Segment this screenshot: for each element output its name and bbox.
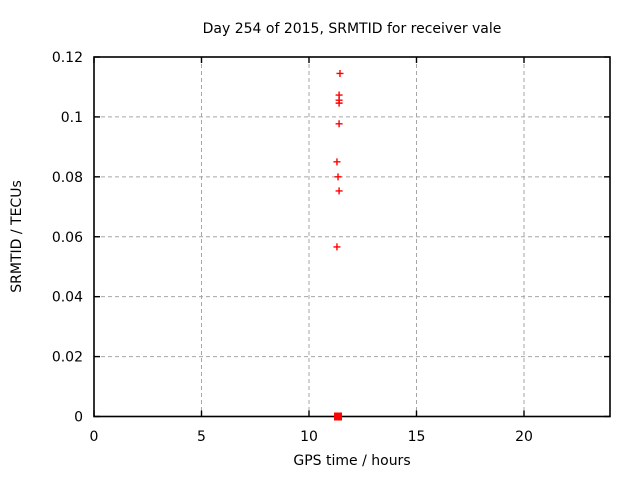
y-tick-label: 0.1 [61, 110, 83, 126]
x-tick-label: 15 [408, 429, 426, 445]
y-tick-label: 0.04 [52, 290, 83, 306]
data-point-plus [336, 69, 344, 77]
data-point-plus [335, 120, 343, 128]
data-point-plus [335, 187, 343, 195]
data-point-plus [333, 243, 341, 251]
x-tick-label: 20 [515, 429, 533, 445]
x-tick-label: 5 [197, 429, 206, 445]
grid-layer [94, 57, 610, 417]
x-tick-label: 0 [90, 429, 99, 445]
chart-title: Day 254 of 2015, SRMTID for receiver val… [203, 21, 502, 37]
tick-label-layer: 0 5 10 15 20 0 0.02 0.04 0.06 0.08 0.1 0.12 [52, 50, 533, 445]
data-point-plus [333, 158, 341, 166]
y-axis-label: SRMTID / TECUs [9, 180, 25, 293]
data-point-plus [334, 173, 342, 181]
x-axis-label: GPS time / hours [293, 453, 410, 469]
data-point-layer [333, 69, 344, 421]
x-tick-label: 10 [300, 429, 318, 445]
data-point-plus [335, 99, 343, 107]
tick-layer [93, 56, 610, 418]
y-tick-label: 0.12 [52, 50, 83, 66]
y-tick-label: 0.06 [52, 230, 83, 246]
y-tick-label: 0.02 [52, 350, 83, 366]
y-tick-label: 0.08 [52, 170, 83, 186]
data-point-square [334, 412, 343, 421]
y-tick-label: 0 [74, 410, 83, 426]
